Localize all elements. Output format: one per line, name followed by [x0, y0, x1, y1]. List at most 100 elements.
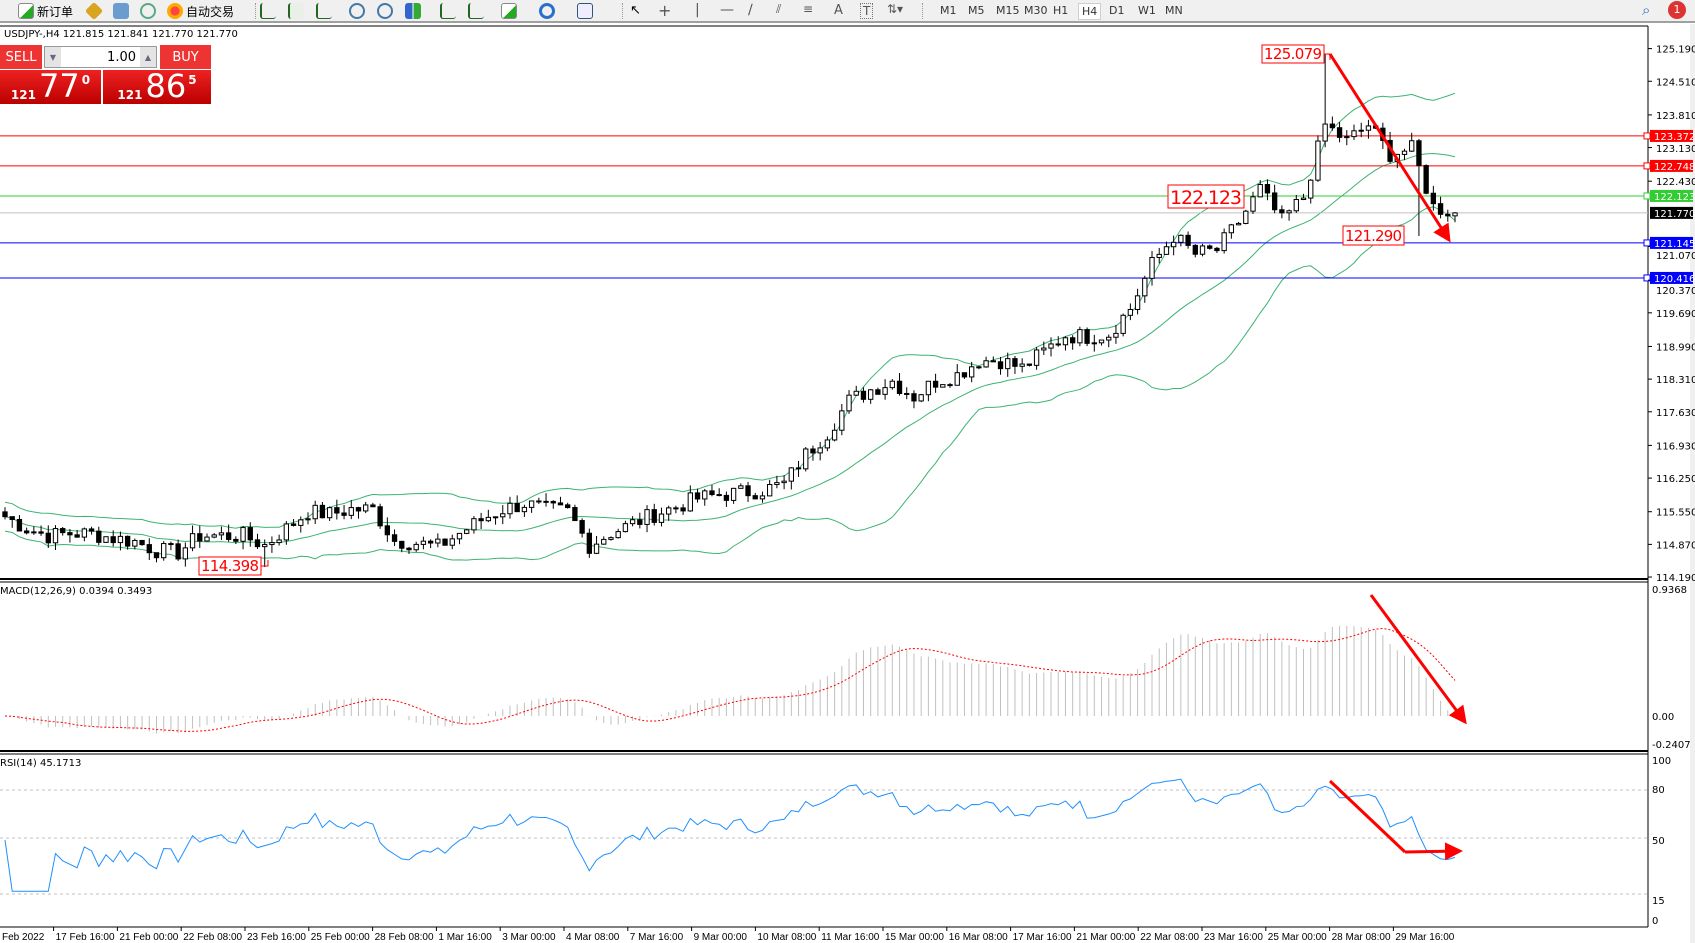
- chart-shift-icon[interactable]: [440, 3, 456, 19]
- level-price-label: 123.372: [1654, 132, 1695, 143]
- arrows-icon[interactable]: ⇅▾: [887, 2, 904, 16]
- search-icon[interactable]: ⌕: [1642, 1, 1651, 19]
- candle-body-bullish: [1120, 314, 1126, 334]
- candle-body-bearish: [399, 540, 405, 549]
- timeframe-h1[interactable]: H1: [1053, 4, 1069, 17]
- timeframe-d1[interactable]: D1: [1109, 4, 1125, 17]
- candle-body-bullish: [1033, 349, 1040, 366]
- candle: [983, 356, 989, 368]
- candle-body-bullish: [983, 360, 989, 368]
- candle: [38, 525, 44, 536]
- candle: [738, 483, 744, 489]
- candle-body-bullish: [1351, 130, 1357, 138]
- text-label-icon[interactable]: T: [860, 3, 874, 19]
- equidistant-channel-icon[interactable]: ⫽: [776, 2, 782, 16]
- candle: [74, 529, 80, 538]
- level-handle[interactable]: [1643, 239, 1651, 247]
- candle-body-bullish: [1286, 210, 1292, 214]
- crosshair-icon[interactable]: +: [658, 1, 672, 20]
- level-price-annotation[interactable]: 122.123: [1167, 184, 1245, 209]
- level-handle[interactable]: [1643, 162, 1651, 170]
- price-axis-label: 117.630: [1656, 408, 1695, 419]
- candle: [1365, 119, 1372, 139]
- candle: [1026, 363, 1033, 367]
- candle-body-bearish: [1185, 234, 1191, 246]
- level-handle[interactable]: [1643, 132, 1651, 140]
- tile-windows-icon[interactable]: [405, 3, 421, 19]
- timeframe-m30[interactable]: M30: [1024, 4, 1048, 17]
- timeframe-w1[interactable]: W1: [1138, 4, 1156, 17]
- candle: [1012, 356, 1018, 374]
- zoom-out-icon[interactable]: [377, 3, 393, 19]
- candle-body-bullish: [456, 532, 463, 540]
- cursor-icon[interactable]: ↖: [630, 3, 641, 18]
- candle-body-bullish: [269, 542, 275, 546]
- signals-icon[interactable]: [140, 3, 156, 19]
- zoom-in-icon[interactable]: [349, 3, 365, 19]
- vertical-line-icon[interactable]: |: [695, 2, 700, 18]
- level-handle[interactable]: [1643, 192, 1651, 200]
- line-chart-icon[interactable]: [316, 3, 332, 19]
- sell-price[interactable]: 121 77 0: [0, 70, 101, 104]
- candle: [23, 527, 30, 535]
- candle-body-bullish: [658, 513, 665, 523]
- price-axis-label: 114.870: [1656, 540, 1695, 551]
- periods-clock-icon[interactable]: [539, 3, 555, 19]
- candle: [579, 518, 585, 538]
- text-icon[interactable]: A: [834, 3, 843, 18]
- horizontal-levels[interactable]: [0, 132, 1651, 282]
- trendline-icon[interactable]: ∕: [748, 2, 753, 18]
- timeframe-m1[interactable]: M1: [940, 4, 957, 17]
- timeframe-m5[interactable]: M5: [968, 4, 985, 17]
- candle: [124, 535, 131, 550]
- notifications-icon[interactable]: 1: [1668, 1, 1686, 19]
- lot-increase-icon[interactable]: ▲: [140, 47, 156, 67]
- auto-trading-button[interactable]: 自动交易: [167, 2, 234, 20]
- high-price-label[interactable]: 125.079: [1261, 44, 1325, 64]
- horizontal-line-icon[interactable]: —: [720, 2, 734, 18]
- lot-size-value[interactable]: 1.00: [107, 49, 136, 65]
- level-price-tag: [1650, 206, 1693, 219]
- candle: [1055, 336, 1061, 347]
- candle-body-bullish: [1062, 337, 1069, 346]
- candle: [976, 365, 982, 370]
- autoscroll-icon[interactable]: [468, 3, 484, 19]
- toolbar-separator: [255, 3, 256, 19]
- candle-body-bearish: [896, 380, 903, 394]
- time-axis-label: 17 Feb 16:00: [56, 932, 115, 943]
- candle: [1084, 327, 1090, 347]
- sell-button[interactable]: SELL: [0, 45, 42, 69]
- candle: [218, 526, 225, 540]
- timeframe-m15[interactable]: M15: [996, 4, 1020, 17]
- indicators-icon[interactable]: [501, 3, 517, 19]
- candle: [456, 532, 463, 545]
- annotations[interactable]: 125.079 122.123 121.290 114.398: [198, 44, 1467, 861]
- timeframe-h4[interactable]: H4: [1078, 3, 1102, 20]
- low-price-label[interactable]: 114.398: [198, 556, 262, 576]
- templates-icon[interactable]: [577, 3, 593, 19]
- candle-body-bullish: [305, 518, 311, 521]
- lot-decrease-icon[interactable]: ▼: [45, 47, 61, 67]
- new-order-button[interactable]: 新订单: [18, 2, 73, 20]
- candle: [399, 540, 405, 553]
- navigator-icon[interactable]: [113, 3, 129, 19]
- buy-button[interactable]: BUY: [160, 45, 211, 69]
- level-price-label: 120.416: [1654, 274, 1695, 285]
- lot-size-input[interactable]: ▼ 1.00 ▲: [44, 46, 157, 68]
- buy-price[interactable]: 121 86 5: [103, 70, 211, 104]
- candle: [269, 536, 275, 553]
- candle: [507, 496, 513, 519]
- timeframe-mn[interactable]: MN: [1165, 4, 1183, 17]
- candle: [1293, 194, 1299, 213]
- candle: [1243, 209, 1249, 225]
- fibonacci-icon[interactable]: ≡: [803, 2, 814, 16]
- recent-low-label[interactable]: 121.290: [1342, 225, 1405, 246]
- candle: [204, 533, 210, 542]
- candle-body-bearish: [1437, 203, 1444, 215]
- bar-chart-icon[interactable]: [260, 3, 276, 19]
- candle: [334, 499, 340, 520]
- candle: [1062, 336, 1069, 351]
- candlestick-chart-icon[interactable]: [288, 3, 304, 19]
- candle-body-bullish: [435, 538, 441, 544]
